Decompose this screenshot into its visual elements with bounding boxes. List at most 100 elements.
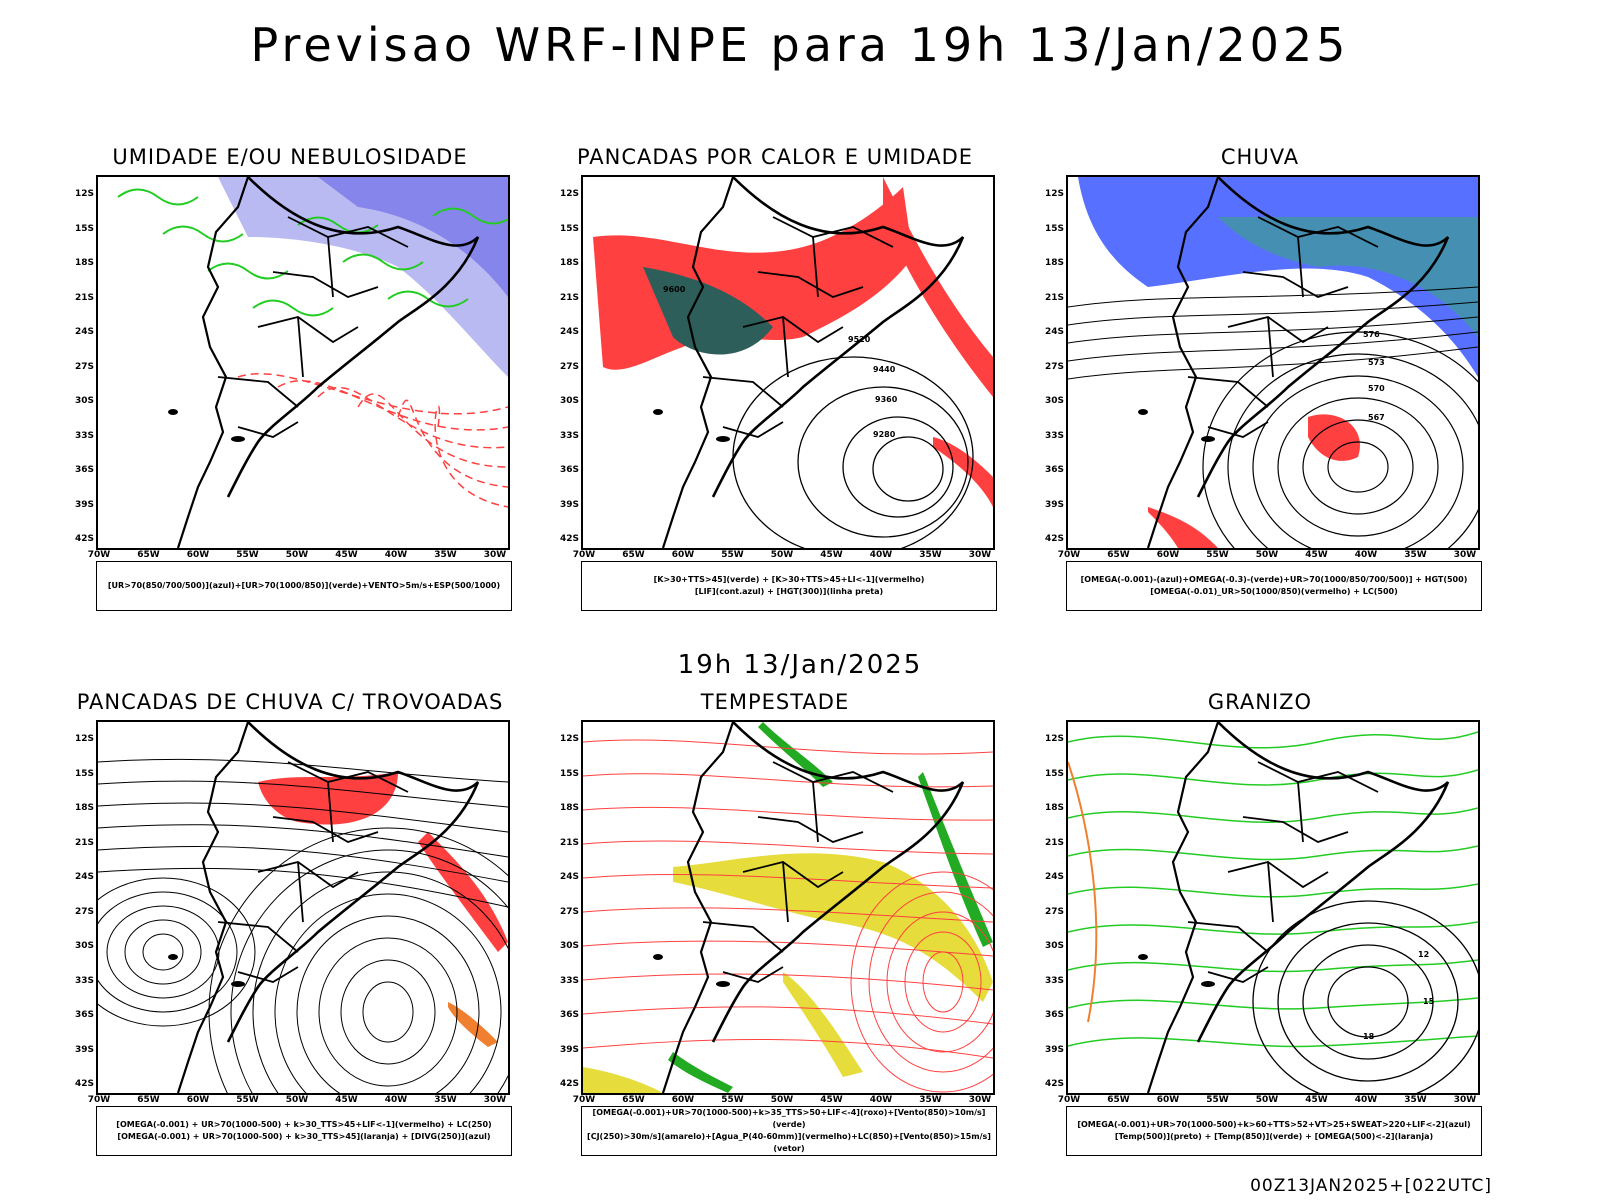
streamline: [124, 919, 202, 985]
height-contour: [1252, 375, 1464, 548]
state-border: [237, 421, 299, 438]
streamline: [142, 933, 184, 971]
streamline: [583, 739, 993, 755]
lat-tick-label: 33S: [74, 975, 94, 986]
panel-legend: [UR>70(850/700/500)](azul)+[UR>70(1000/8…: [96, 561, 512, 611]
state-border: [1257, 761, 1379, 793]
lon-tick-label: 35W: [434, 1095, 457, 1105]
height-contour: [1227, 353, 1478, 548]
state-border: [217, 376, 299, 408]
thunder-fill: [258, 772, 398, 825]
lat-tick-label: 24S: [74, 872, 94, 882]
thickness-contour: [397, 399, 508, 488]
lat-tick-label: 42S: [1044, 534, 1064, 544]
panel-title: TEMPESTADE: [700, 690, 850, 714]
lat-tick-label: 36S: [1044, 1010, 1064, 1020]
lon-tick-label: 35W: [919, 550, 942, 560]
lon-tick-label: 50W: [285, 550, 309, 560]
coastline-east: [226, 722, 480, 1043]
lat-tick-label: 42S: [559, 1079, 579, 1089]
lon-tick-label: 30W: [968, 1095, 992, 1105]
lat-tick-label: 18S: [559, 803, 579, 813]
contour-label: 9600: [663, 285, 686, 294]
lat-tick-label: 27S: [1044, 906, 1064, 917]
contour-label: 570: [1368, 384, 1385, 393]
lon-tick-label: 45W: [335, 550, 358, 560]
lat-tick-label: 42S: [74, 1079, 94, 1089]
lat-tick-label: 24S: [74, 327, 94, 337]
coastline-east: [711, 722, 965, 1043]
lagoon: [231, 436, 245, 442]
temp-850-contour: [1068, 959, 1478, 973]
lat-tick-label: 42S: [74, 534, 94, 544]
jet-fill-sw: [583, 1067, 663, 1093]
temp-500-contour: [1277, 922, 1459, 1082]
streamline: [98, 877, 256, 1027]
coastline-west: [661, 722, 735, 1093]
contour-label: 9440: [873, 365, 896, 374]
lat-tick-label: 36S: [559, 1010, 579, 1020]
legend-line: [OMEGA(-0.01)_UR>50(1000/850)(vermelho) …: [1150, 587, 1398, 596]
lat-tick-label: 12S: [74, 189, 94, 199]
lon-tick-label: 70W: [87, 550, 111, 560]
wind-fill-east: [918, 772, 993, 947]
lat-tick-label: 24S: [1044, 327, 1064, 337]
jet-fill: [673, 853, 993, 1002]
streamline: [106, 905, 220, 999]
lat-tick-label: 42S: [559, 534, 579, 544]
lat-tick-label: 39S: [74, 499, 94, 510]
state-border: [722, 966, 784, 983]
lon-tick-label: 65W: [1107, 1095, 1130, 1105]
lat-tick-label: 27S: [559, 906, 579, 917]
map-area: 9600 9520 9440 9360 9280: [581, 175, 995, 550]
lat-tick-label: 30S: [1044, 941, 1064, 951]
lagoon: [1201, 981, 1215, 987]
lat-tick-label: 15S: [74, 768, 94, 779]
state-border: [772, 216, 894, 248]
contour-label: 9360: [875, 395, 898, 404]
humidity-contour: [207, 262, 289, 280]
lon-tick-label: 70W: [572, 1095, 596, 1105]
lagoon: [231, 981, 245, 987]
lat-tick-label: 21S: [74, 837, 94, 848]
weather-map-svg: [98, 722, 508, 1093]
lon-tick-label: 30W: [483, 550, 507, 560]
lat-tick-label: 33S: [74, 430, 94, 441]
state-border: [1227, 316, 1329, 344]
lake: [653, 954, 663, 960]
lat-tick-label: 24S: [559, 872, 579, 882]
contour-label: 567: [1368, 413, 1385, 422]
panel-title: GRANIZO: [1207, 690, 1313, 714]
humidity-contour: [387, 290, 469, 308]
streamline: [98, 780, 508, 808]
temp-850-contour: [1068, 769, 1478, 786]
panel-legend: [OMEGA(-0.001)+UR>70(1000-500)+k>35_TTS>…: [581, 1106, 997, 1156]
streamline: [98, 824, 508, 858]
legend-line: [OMEGA(-0.001) + UR>70(1000-500) + k>30_…: [117, 1132, 491, 1141]
lat-tick-label: 15S: [1044, 768, 1064, 779]
state-border: [702, 921, 784, 953]
lon-tick-label: 65W: [137, 1095, 160, 1105]
streamline: [583, 840, 993, 855]
humidity-contour: [432, 207, 508, 225]
weather-map-svg: 9600 9520 9440 9360 9280: [583, 177, 993, 548]
lon-tick-label: 55W: [236, 550, 259, 560]
convection-fill-east: [883, 177, 993, 397]
humidity-contour: [297, 216, 379, 234]
height-contour: [797, 386, 969, 538]
lagoon: [716, 981, 730, 987]
height-contour: [1068, 346, 1478, 380]
lat-tick-label: 15S: [559, 223, 579, 234]
lat-tick-label: 30S: [559, 941, 579, 951]
lon-tick-label: 45W: [1305, 1095, 1328, 1105]
weather-map-svg: [117, 177, 508, 548]
streamline: [318, 937, 458, 1087]
lat-tick-label: 18S: [74, 258, 94, 268]
lat-tick-label: 12S: [1044, 734, 1064, 744]
lon-tick-label: 70W: [1057, 1095, 1081, 1105]
panel-legend: [OMEGA(-0.001)-(azul)+OMEGA(-0.3)-(verde…: [1066, 561, 1482, 611]
streamline: [583, 1006, 993, 1025]
lat-tick-label: 21S: [74, 292, 94, 303]
lat-tick-label: 18S: [74, 803, 94, 813]
streamline: [583, 907, 993, 923]
